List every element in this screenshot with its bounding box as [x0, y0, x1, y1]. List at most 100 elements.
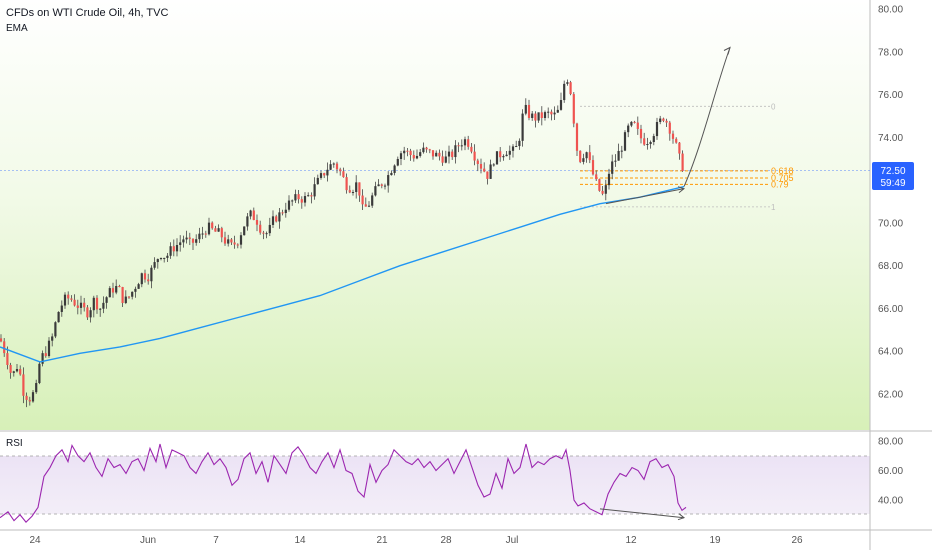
- candle-body[interactable]: [569, 82, 572, 95]
- candle-body[interactable]: [367, 205, 371, 207]
- candle-body[interactable]: [364, 204, 367, 207]
- candle-body[interactable]: [271, 216, 275, 225]
- candle-body[interactable]: [217, 228, 220, 232]
- candle-body[interactable]: [345, 177, 348, 191]
- candle-body[interactable]: [335, 163, 339, 170]
- candle-body[interactable]: [585, 152, 588, 159]
- candle-body[interactable]: [444, 156, 447, 163]
- candle-body[interactable]: [124, 296, 127, 304]
- candle-body[interactable]: [150, 267, 153, 282]
- candle-body[interactable]: [358, 182, 361, 196]
- candle-body[interactable]: [83, 302, 86, 308]
- candle-body[interactable]: [313, 184, 316, 197]
- candle-body[interactable]: [473, 151, 476, 161]
- candle-body[interactable]: [255, 220, 259, 225]
- candle-body[interactable]: [665, 120, 668, 123]
- candle-body[interactable]: [377, 184, 380, 187]
- candle-body[interactable]: [396, 159, 399, 166]
- candle-body[interactable]: [99, 308, 102, 310]
- candle-body[interactable]: [348, 190, 351, 193]
- candle-body[interactable]: [550, 111, 553, 115]
- candle-body[interactable]: [406, 150, 409, 152]
- candle-body[interactable]: [431, 150, 435, 157]
- candle-body[interactable]: [623, 132, 627, 151]
- candle-body[interactable]: [579, 150, 582, 162]
- candle-body[interactable]: [614, 160, 617, 162]
- candle-body[interactable]: [332, 163, 335, 165]
- candle-body[interactable]: [371, 195, 374, 206]
- candle-body[interactable]: [678, 142, 681, 154]
- candle-body[interactable]: [383, 185, 387, 187]
- candle-body[interactable]: [515, 146, 518, 148]
- ema-line[interactable]: [0, 185, 685, 363]
- candle-body[interactable]: [611, 161, 614, 174]
- candle-body[interactable]: [476, 160, 479, 164]
- candle-body[interactable]: [559, 100, 563, 110]
- candle-body[interactable]: [239, 235, 243, 245]
- candle-body[interactable]: [390, 172, 393, 176]
- candle-body[interactable]: [108, 288, 111, 298]
- candle-body[interactable]: [643, 138, 646, 145]
- candle-body[interactable]: [543, 112, 547, 118]
- candle-body[interactable]: [419, 152, 422, 156]
- candle-body[interactable]: [511, 146, 515, 151]
- candle-body[interactable]: [153, 262, 156, 268]
- candle-body[interactable]: [111, 288, 115, 293]
- candle-body[interactable]: [9, 364, 12, 373]
- candle-body[interactable]: [95, 297, 99, 310]
- candle-body[interactable]: [265, 233, 268, 235]
- candle-body[interactable]: [287, 200, 291, 210]
- candle-body[interactable]: [412, 155, 415, 159]
- candle-body[interactable]: [300, 199, 303, 203]
- candle-body[interactable]: [601, 190, 604, 194]
- candle-body[interactable]: [175, 245, 179, 252]
- candle-body[interactable]: [652, 136, 655, 143]
- candle-body[interactable]: [681, 153, 684, 172]
- candle-body[interactable]: [259, 224, 262, 233]
- candle-body[interactable]: [310, 195, 313, 197]
- candle-body[interactable]: [51, 336, 54, 341]
- candle-body[interactable]: [63, 294, 67, 306]
- candle-body[interactable]: [195, 239, 198, 243]
- candle-body[interactable]: [252, 210, 255, 221]
- candle-body[interactable]: [214, 228, 217, 232]
- candle-body[interactable]: [67, 294, 70, 299]
- candle-body[interactable]: [275, 216, 278, 222]
- candle-body[interactable]: [617, 150, 620, 161]
- candle-body[interactable]: [127, 296, 131, 298]
- candle-body[interactable]: [41, 353, 44, 364]
- candle-body[interactable]: [633, 121, 636, 123]
- candle-body[interactable]: [105, 297, 108, 303]
- candle-body[interactable]: [281, 212, 284, 214]
- candle-body[interactable]: [646, 144, 649, 146]
- candle-body[interactable]: [233, 242, 236, 245]
- candle-body[interactable]: [339, 169, 342, 172]
- candle-body[interactable]: [220, 228, 223, 238]
- candle-body[interactable]: [115, 285, 118, 293]
- candle-body[interactable]: [374, 186, 377, 196]
- candle-body[interactable]: [38, 363, 41, 384]
- candle-body[interactable]: [537, 112, 540, 121]
- candle-body[interactable]: [671, 133, 675, 139]
- candle-body[interactable]: [188, 237, 191, 239]
- candle-body[interactable]: [361, 195, 364, 205]
- candle-body[interactable]: [227, 239, 230, 244]
- candle-body[interactable]: [438, 152, 441, 157]
- candle-body[interactable]: [454, 145, 457, 158]
- candle-body[interactable]: [447, 151, 451, 157]
- candle-body[interactable]: [0, 338, 3, 342]
- candle-body[interactable]: [630, 121, 633, 126]
- candle-body[interactable]: [441, 156, 444, 163]
- candle-body[interactable]: [409, 150, 412, 156]
- candle-body[interactable]: [268, 224, 271, 234]
- candle-body[interactable]: [204, 233, 207, 235]
- candle-body[interactable]: [166, 255, 169, 258]
- candle-body[interactable]: [159, 258, 163, 260]
- candle-body[interactable]: [572, 94, 575, 124]
- candle-body[interactable]: [44, 353, 47, 357]
- candle-body[interactable]: [636, 122, 639, 129]
- candle-body[interactable]: [86, 307, 89, 318]
- candle-body[interactable]: [582, 158, 585, 162]
- candle-body[interactable]: [505, 154, 508, 157]
- candle-body[interactable]: [319, 173, 323, 178]
